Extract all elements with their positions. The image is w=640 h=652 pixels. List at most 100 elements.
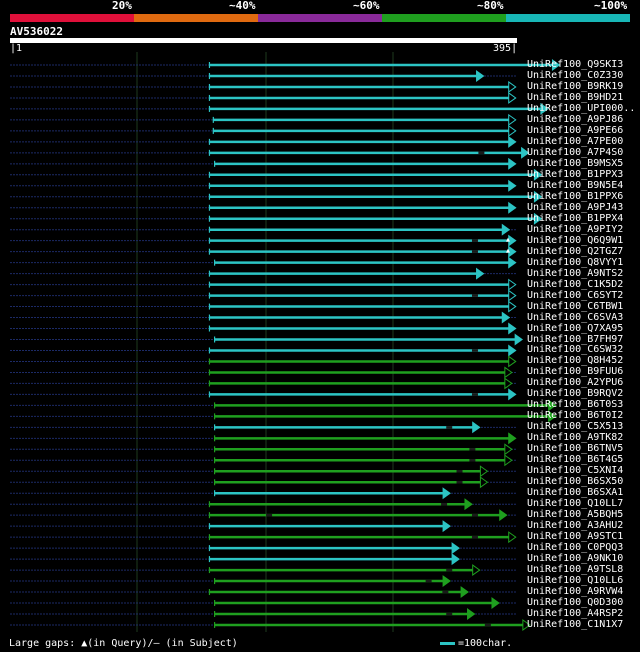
hit-arrow-head <box>467 608 476 620</box>
hit-label[interactable]: UniRef100_C1K5D2 <box>527 278 624 290</box>
hit-arrow-head <box>442 520 451 533</box>
hit-label[interactable]: UniRef100_A9PJ86 <box>527 113 624 125</box>
hit-label[interactable]: UniRef100_B6SX50 <box>527 476 624 488</box>
hit-label[interactable]: UniRef100_Q6Q9W1 <box>527 234 624 246</box>
hit-arrow-head <box>501 223 511 236</box>
hit-label[interactable]: UniRef100_B9N5E4 <box>527 179 624 191</box>
hit-arrow-head <box>551 59 561 71</box>
hit-label[interactable]: UniRef100_A3AHU2 <box>527 520 624 532</box>
hit-label[interactable]: UniRef100_B1PPX6 <box>527 190 624 202</box>
hit-arrow-head <box>504 366 513 379</box>
hit-label[interactable]: UniRef100_B9MSX5 <box>527 157 624 169</box>
hit-arrow-head <box>479 476 489 489</box>
query-start-tick: |1 <box>10 43 23 54</box>
hit-label[interactable]: UniRef100_A5BQH5 <box>527 509 624 521</box>
hit-arrow-head <box>508 157 517 170</box>
hit-label[interactable]: UniRef100_B9HD21 <box>527 91 624 103</box>
hit-label[interactable]: UniRef100_B7FH97 <box>527 333 624 345</box>
hit-label[interactable]: UniRef100_B9RK19 <box>527 80 624 92</box>
hit-label[interactable]: UniRef100_C0PQQ3 <box>527 542 624 554</box>
hit-arrow-head <box>508 179 517 192</box>
hit-label[interactable]: UniRef100_A4RSP2 <box>527 608 624 619</box>
hit-label[interactable]: UniRef100_C0Z330 <box>527 69 624 81</box>
scale-label-60: ~60% <box>353 0 380 12</box>
hit-arrow-head <box>508 201 517 214</box>
hit-label[interactable]: UniRef100_Q2TGZ7 <box>527 245 624 257</box>
hit-arrow-head <box>508 322 517 335</box>
hit-arrow-head <box>508 289 517 302</box>
hit-arrow-head <box>476 70 485 82</box>
hit-label[interactable]: UniRef100_C6TBW1 <box>527 300 624 312</box>
hit-label[interactable]: UniRef100_B6T4G5 <box>527 454 624 466</box>
hit-label[interactable]: UniRef100_Q0D300 <box>527 597 624 609</box>
hit-arrow-head <box>508 344 517 357</box>
hit-arrow-head <box>548 410 557 423</box>
hit-arrow-head <box>508 91 517 104</box>
hit-label[interactable]: UniRef100_A2YPU6 <box>527 377 624 389</box>
hit-label[interactable]: UniRef100_A7PE00 <box>527 135 624 147</box>
hit-label[interactable]: UniRef100_B1PPX4 <box>527 212 624 224</box>
scale-segment-100 <box>506 14 630 22</box>
hit-label[interactable]: UniRef100_Q8VYY1 <box>527 256 624 268</box>
hit-arrow-head <box>451 553 460 566</box>
query-gap-mark <box>505 237 510 242</box>
hit-arrow-head <box>472 564 481 577</box>
hit-label[interactable]: UniRef100_Q10LL7 <box>527 498 624 510</box>
hit-arrow-head <box>508 388 517 401</box>
hit-arrow-head <box>479 465 489 478</box>
hit-label[interactable]: UniRef100_A9NTS2 <box>527 267 624 279</box>
hit-arrow-head <box>540 102 549 115</box>
hit-arrow-head <box>508 278 517 291</box>
hit-arrow-head <box>533 168 543 181</box>
scale-label-80: ~80% <box>477 0 504 12</box>
hit-label[interactable]: UniRef100_A9TSL8 <box>527 564 624 576</box>
hit-arrow-head <box>464 498 473 511</box>
hit-label[interactable]: UniRef100_Q7XA95 <box>527 322 624 334</box>
hit-arrow-head <box>514 333 524 346</box>
hit-arrow-head <box>508 531 517 544</box>
hit-label[interactable]: UniRef100_Q9SKI3 <box>527 59 624 70</box>
hit-arrow-head <box>508 80 517 93</box>
hit-label[interactable]: UniRef100_A9PJ43 <box>527 201 624 213</box>
hit-arrow-head <box>472 421 481 434</box>
hit-arrow-head <box>501 311 511 324</box>
hit-label[interactable]: UniRef100_A9TK82 <box>527 432 624 444</box>
hit-label[interactable]: UniRef100_B6T0S3 <box>527 399 624 411</box>
hit-label[interactable]: UniRef100_C5X513 <box>527 421 624 433</box>
hit-arrow-head <box>508 234 517 247</box>
hit-label[interactable]: UniRef100_B1PPX3 <box>527 168 624 180</box>
query-end-tick: 395| <box>493 43 518 54</box>
hit-label[interactable]: UniRef100_B6TNV5 <box>527 443 624 455</box>
hit-label[interactable]: UniRef100_A9PE66 <box>527 124 624 136</box>
hit-arrow-head <box>451 542 460 555</box>
hit-label[interactable]: UniRef100_A9RVW4 <box>527 586 624 598</box>
hit-arrow-head <box>508 432 517 445</box>
hit-label[interactable]: UniRef100_B6T0I2 <box>527 410 624 422</box>
hit-label[interactable]: UniRef100_C1N1X7 <box>527 618 624 630</box>
hit-label[interactable]: UniRef100_B9RQV2 <box>527 388 624 400</box>
hit-arrow-head <box>522 619 531 631</box>
hit-arrow-head <box>499 509 508 522</box>
hit-arrow-head <box>521 146 530 159</box>
hit-label[interactable]: UniRef100_A9NK10 <box>527 553 624 565</box>
hit-label[interactable]: UniRef100_UPI000.. <box>527 102 636 114</box>
hit-label[interactable]: UniRef100_Q10LL6 <box>527 575 624 587</box>
hit-label[interactable]: UniRef100_A9STC1 <box>527 531 624 543</box>
hit-label[interactable]: UniRef100_Q8H452 <box>527 355 624 367</box>
hit-label[interactable]: UniRef100_C6SVA3 <box>527 311 624 323</box>
scale-label-20: 20% <box>112 0 132 12</box>
hit-label[interactable]: UniRef100_B6SXA1 <box>527 487 624 499</box>
hit-arrow-head <box>533 212 543 225</box>
query-start-label: 1 <box>16 43 23 54</box>
hit-label[interactable]: UniRef100_A7P4S0 <box>527 146 624 158</box>
hit-label[interactable]: UniRef100_C6SYT2 <box>527 289 624 301</box>
query-name: AV536022 <box>10 25 63 38</box>
hit-arrow-head <box>476 267 485 280</box>
hit-label[interactable]: UniRef100_B9FUU6 <box>527 366 624 378</box>
hit-arrow-head <box>508 245 517 258</box>
hit-label[interactable]: UniRef100_C5XNI4 <box>527 465 624 477</box>
hit-label[interactable]: UniRef100_A9PIY2 <box>527 223 624 235</box>
scale-segment-40 <box>134 14 258 22</box>
hit-label[interactable]: UniRef100_C6SW32 <box>527 344 624 356</box>
